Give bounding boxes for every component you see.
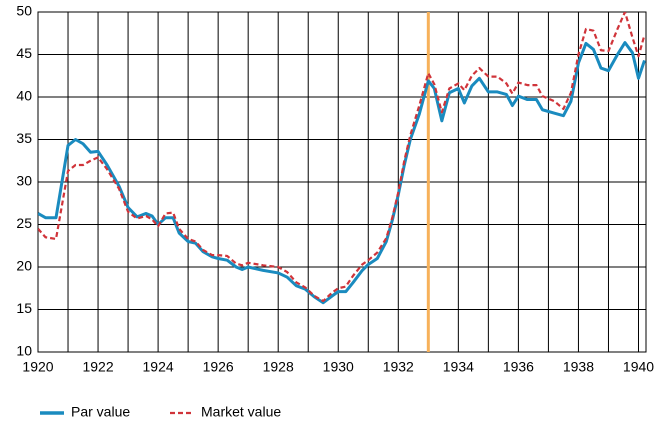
x-tick-label: 1922 — [82, 359, 113, 375]
x-tick-label: 1930 — [323, 359, 354, 375]
plot-area — [38, 12, 646, 305]
series-line — [38, 12, 646, 303]
legend-label: Par value — [71, 404, 130, 420]
y-tick-label: 15 — [16, 300, 32, 316]
y-tick-label: 25 — [16, 215, 32, 231]
y-tick-label: 20 — [16, 258, 32, 274]
x-tick-label: 1934 — [443, 359, 474, 375]
x-tick-label: 1920 — [22, 359, 53, 375]
x-tick-label: 1938 — [563, 359, 594, 375]
x-tick-label: 1932 — [383, 359, 414, 375]
x-tick-label: 1928 — [263, 359, 294, 375]
y-tick-label: 40 — [16, 88, 32, 104]
y-tick-label: 45 — [16, 45, 32, 61]
y-tick-label: 35 — [16, 130, 32, 146]
series-line — [38, 41, 646, 305]
plot-frame — [37, 11, 647, 353]
x-tick-label: 1926 — [203, 359, 234, 375]
y-tick-label: 30 — [16, 173, 32, 189]
legend-label: Market value — [201, 404, 281, 420]
x-tick-label: 1940 — [623, 359, 654, 375]
y-tick-label: 50 — [16, 3, 32, 19]
y-tick-label: 10 — [16, 343, 32, 359]
x-tick-label: 1936 — [503, 359, 534, 375]
x-tick-label: 1924 — [143, 359, 174, 375]
